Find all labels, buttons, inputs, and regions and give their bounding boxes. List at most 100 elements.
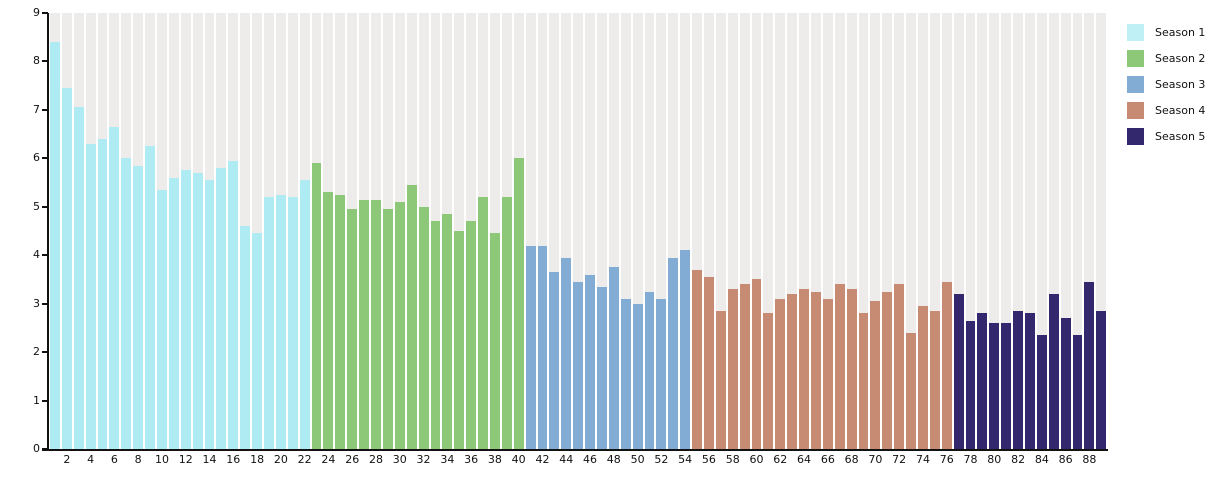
bar-track bbox=[549, 13, 560, 449]
bar-track bbox=[1096, 13, 1107, 449]
x-axis-line bbox=[42, 449, 1108, 451]
bar-slot: 60 bbox=[749, 13, 763, 466]
bar bbox=[644, 291, 655, 449]
bar bbox=[632, 303, 643, 449]
bar bbox=[180, 170, 191, 449]
x-tick-label: 56 bbox=[701, 453, 716, 466]
y-axis-line bbox=[47, 13, 49, 450]
bar-track bbox=[656, 13, 667, 449]
bar-slot: 38 bbox=[488, 13, 502, 466]
bar bbox=[585, 274, 595, 449]
x-tick-label: 22 bbox=[297, 453, 312, 466]
y-axis-tick bbox=[42, 12, 48, 14]
x-tick-label: 30 bbox=[392, 453, 407, 466]
bar bbox=[1072, 335, 1083, 449]
bar bbox=[573, 281, 584, 449]
bar-slot bbox=[977, 13, 988, 449]
bar bbox=[561, 257, 572, 449]
bar-track bbox=[596, 13, 607, 449]
y-tick-label: 5 bbox=[33, 199, 40, 213]
bar-slot: 32 bbox=[417, 13, 431, 466]
bar bbox=[264, 197, 274, 449]
bar-slot: 56 bbox=[702, 13, 716, 466]
bar-track bbox=[1084, 13, 1095, 449]
bar bbox=[347, 209, 358, 449]
bar-track bbox=[692, 13, 702, 449]
bar bbox=[906, 332, 917, 449]
bar-slot: 86 bbox=[1059, 13, 1073, 466]
bar bbox=[228, 160, 239, 449]
bar-track bbox=[846, 13, 857, 449]
legend-item: Season 1 bbox=[1127, 24, 1205, 41]
legend-label: Season 4 bbox=[1155, 104, 1206, 117]
bar-slot: 30 bbox=[393, 13, 407, 466]
bar bbox=[73, 107, 84, 449]
bar-slot bbox=[454, 13, 465, 449]
legend-item: Season 5 bbox=[1127, 128, 1205, 145]
legend-item: Season 3 bbox=[1127, 76, 1205, 93]
bar-slot bbox=[264, 13, 274, 449]
bar-slot: 62 bbox=[773, 13, 787, 466]
bar bbox=[941, 281, 952, 449]
bar bbox=[335, 194, 346, 449]
bar bbox=[989, 323, 1000, 449]
bar-slot bbox=[953, 13, 964, 449]
bar-slot bbox=[240, 13, 251, 449]
bar bbox=[787, 293, 798, 449]
bar-slot bbox=[73, 13, 84, 449]
y-tick-label: 3 bbox=[33, 296, 40, 310]
bar-slot bbox=[406, 13, 417, 449]
bar bbox=[359, 199, 370, 449]
bar bbox=[216, 168, 227, 449]
bar bbox=[323, 192, 334, 449]
bar bbox=[501, 197, 512, 449]
bar bbox=[703, 277, 714, 449]
bar-track bbox=[977, 13, 988, 449]
bar bbox=[252, 233, 263, 449]
legend-label: Season 3 bbox=[1155, 78, 1206, 91]
bar-slot: 34 bbox=[440, 13, 454, 466]
bar bbox=[121, 158, 132, 449]
bar bbox=[311, 163, 322, 449]
x-tick-label: 54 bbox=[678, 453, 693, 466]
bar bbox=[85, 143, 96, 449]
bar bbox=[1036, 335, 1047, 449]
x-tick-label: 26 bbox=[345, 453, 360, 466]
bar bbox=[382, 209, 393, 449]
bar bbox=[157, 189, 167, 449]
bar bbox=[168, 177, 179, 449]
bar bbox=[204, 180, 215, 449]
bar-slot: 78 bbox=[964, 13, 978, 466]
legend-label: Season 5 bbox=[1155, 130, 1206, 143]
bar-slot bbox=[811, 13, 821, 449]
bar bbox=[977, 313, 988, 449]
bar bbox=[1048, 293, 1059, 449]
bar-slot: 54 bbox=[678, 13, 692, 466]
bar-track bbox=[834, 13, 845, 449]
bar-slot: 42 bbox=[535, 13, 549, 466]
x-tick-label: 8 bbox=[134, 453, 142, 466]
bar-track bbox=[751, 13, 762, 449]
x-tick-label: 24 bbox=[321, 453, 336, 466]
bar-slot: 20 bbox=[274, 13, 288, 466]
bar-slot: 24 bbox=[321, 13, 335, 466]
bar-slot: 68 bbox=[845, 13, 859, 466]
bar-slot bbox=[1048, 13, 1059, 449]
bar-slot: 4 bbox=[85, 13, 96, 466]
bar-track bbox=[680, 13, 691, 449]
bar-slot: 22 bbox=[298, 13, 312, 466]
bar-track bbox=[775, 13, 786, 449]
bar-slot bbox=[287, 13, 298, 449]
y-axis-tick bbox=[42, 108, 48, 111]
bar bbox=[97, 138, 108, 449]
legend-swatch bbox=[1127, 128, 1144, 145]
bar bbox=[739, 284, 750, 449]
bar bbox=[275, 194, 286, 449]
x-tick-label: 60 bbox=[749, 453, 764, 466]
bar-slot: 28 bbox=[369, 13, 383, 466]
x-tick-label: 2 bbox=[63, 453, 71, 466]
bar bbox=[442, 214, 453, 449]
bar bbox=[406, 184, 417, 449]
legend-item: Season 2 bbox=[1127, 50, 1205, 67]
bar bbox=[1096, 310, 1107, 449]
